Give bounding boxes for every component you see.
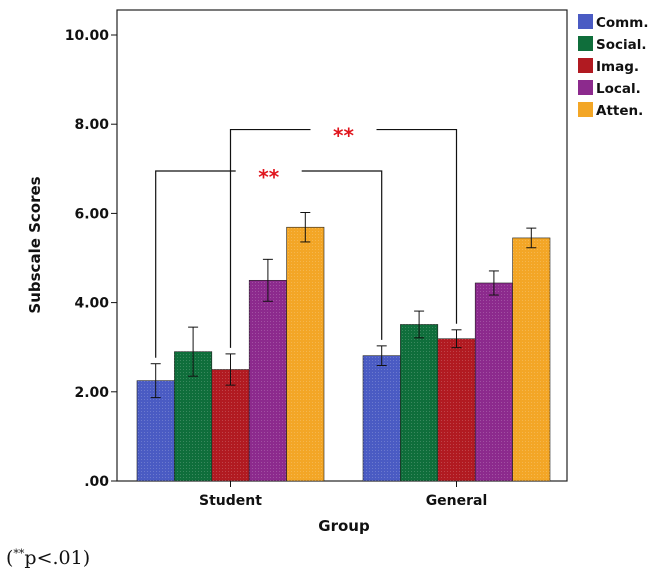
legend-label: Comm.	[596, 15, 648, 31]
y-tick-label: 10.00	[65, 28, 110, 44]
legend-swatch	[578, 102, 593, 117]
significance-label: **	[258, 165, 279, 189]
y-tick-label: .00	[84, 474, 109, 490]
y-tick-label: 8.00	[74, 117, 109, 133]
legend-label: Local.	[596, 81, 641, 97]
footnote: (**p<.01)	[6, 547, 91, 569]
bar-texture	[400, 324, 438, 481]
significance-bracket: **	[155, 165, 383, 358]
bracket-right	[301, 170, 383, 340]
footnote-mark: **	[13, 547, 25, 560]
legend-label: Imag.	[596, 59, 639, 75]
legend: Comm. Social. Imag. Local. Atten.	[578, 14, 648, 119]
significance-annotations: ** **	[155, 124, 458, 358]
bracket-left	[155, 170, 236, 358]
y-tick-label: 4.00	[74, 296, 109, 312]
bar-texture	[512, 237, 550, 481]
y-axis: .00 2.00 4.00 6.00 8.00 10.00	[65, 28, 117, 490]
bar-texture	[363, 355, 401, 481]
y-axis-title: Subscale Scores	[26, 176, 44, 313]
y-tick-label: 2.00	[74, 385, 109, 401]
x-tick-label-general: General	[426, 493, 488, 509]
bracket-right	[376, 128, 458, 324]
significance-label: **	[333, 124, 354, 148]
bracket-left	[229, 128, 311, 348]
bar-texture	[211, 369, 250, 481]
legend-swatch	[578, 14, 593, 29]
legend-label: Atten.	[596, 103, 643, 119]
bar-texture	[475, 282, 513, 481]
legend-swatch	[578, 80, 593, 95]
legend-swatch	[578, 58, 593, 73]
bars-group	[136, 226, 551, 482]
x-axis-title: Group	[318, 517, 370, 535]
significance-bracket: **	[229, 124, 458, 348]
y-tick-label: 6.00	[74, 206, 109, 222]
x-axis: Student General	[199, 481, 487, 509]
legend-swatch	[578, 36, 593, 51]
bar-chart: ** ** .00 2.00 4.00 6.00 8.00 10.00 Student Gen…	[26, 9, 648, 535]
bar-texture	[286, 227, 324, 481]
bar-texture	[249, 280, 287, 481]
error-bars-group	[150, 212, 537, 399]
legend-label: Social.	[596, 37, 647, 53]
footnote-text: p<.01)	[24, 547, 91, 569]
bar-texture	[437, 338, 476, 481]
x-tick-label-student: Student	[199, 493, 262, 509]
